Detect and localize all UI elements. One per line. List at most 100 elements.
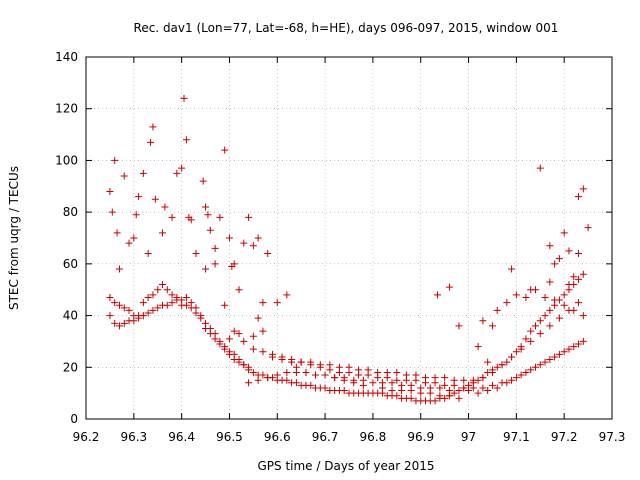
data-point [168, 213, 176, 221]
data-point [575, 299, 583, 307]
data-point [211, 260, 219, 268]
data-point [199, 177, 207, 185]
data-point [512, 374, 520, 382]
data-point [374, 368, 382, 376]
data-point [149, 291, 157, 299]
data-point [235, 356, 243, 364]
data-point [508, 265, 516, 273]
data-point [546, 242, 554, 250]
data-point [115, 265, 123, 273]
x-tick-label: 96.7 [312, 430, 339, 444]
data-point [331, 374, 339, 382]
data-point [202, 319, 210, 327]
data-point [240, 337, 248, 345]
data-point [508, 376, 516, 384]
data-point [579, 337, 587, 345]
data-point [264, 374, 272, 382]
data-point [163, 301, 171, 309]
data-point [570, 273, 578, 281]
data-point [149, 306, 157, 314]
data-point [204, 211, 212, 219]
data-point [469, 384, 477, 392]
data-point [182, 293, 190, 301]
data-point [560, 348, 568, 356]
data-point [106, 293, 114, 301]
data-points [106, 94, 592, 405]
data-point [111, 156, 119, 164]
data-point [197, 312, 205, 320]
data-point [431, 374, 439, 382]
data-point [249, 242, 257, 250]
data-point [527, 327, 535, 335]
data-point [551, 260, 559, 268]
data-point [579, 270, 587, 278]
data-point [355, 366, 363, 374]
data-point [584, 224, 592, 232]
data-point [531, 363, 539, 371]
data-point [560, 301, 568, 309]
data-point [575, 250, 583, 258]
data-point [144, 250, 152, 258]
data-point [120, 304, 128, 312]
data-point [570, 306, 578, 314]
data-point [120, 172, 128, 180]
data-point [230, 327, 238, 335]
data-point [575, 193, 583, 201]
data-point [307, 358, 315, 366]
data-point [503, 379, 511, 387]
data-point [417, 389, 425, 397]
data-point [211, 244, 219, 252]
data-point [168, 299, 176, 307]
data-point [149, 123, 157, 131]
data-point [555, 314, 563, 322]
data-point [211, 330, 219, 338]
data-point [139, 299, 147, 307]
data-point [163, 286, 171, 294]
x-tick-label: 97.1 [503, 430, 530, 444]
x-tick-label: 96.9 [407, 430, 434, 444]
plot-frame [85, 56, 613, 420]
data-point [254, 234, 262, 242]
data-point [433, 291, 441, 299]
data-point [154, 304, 162, 312]
data-point [132, 211, 140, 219]
y-tick-label: 120 [55, 102, 78, 116]
data-point [388, 387, 396, 395]
data-point [536, 317, 544, 325]
data-point [159, 281, 167, 289]
data-point [240, 239, 248, 247]
data-point [302, 368, 310, 376]
data-point [488, 322, 496, 330]
data-point [288, 356, 296, 364]
data-point [106, 312, 114, 320]
data-point [254, 314, 262, 322]
data-point [575, 275, 583, 283]
data-point [488, 368, 496, 376]
data-point [245, 213, 253, 221]
y-tick-label: 0 [70, 412, 78, 426]
data-point [144, 293, 152, 301]
x-tick-label: 97.2 [551, 430, 578, 444]
data-point [536, 164, 544, 172]
data-point [488, 381, 496, 389]
data-point [393, 392, 401, 400]
data-point [436, 384, 444, 392]
y-tick-label: 40 [63, 309, 78, 323]
data-point [431, 397, 439, 405]
data-point [151, 195, 159, 203]
data-point [560, 229, 568, 237]
data-point [503, 299, 511, 307]
data-point [230, 260, 238, 268]
x-tick-label: 96.6 [264, 430, 291, 444]
data-point [575, 340, 583, 348]
data-point [235, 330, 243, 338]
data-point [182, 301, 190, 309]
data-point [225, 335, 233, 343]
data-point [115, 322, 123, 330]
data-point [202, 203, 210, 211]
data-point [493, 384, 501, 392]
data-point [283, 291, 291, 299]
data-point [503, 358, 511, 366]
data-point [135, 193, 143, 201]
data-point [135, 314, 143, 322]
